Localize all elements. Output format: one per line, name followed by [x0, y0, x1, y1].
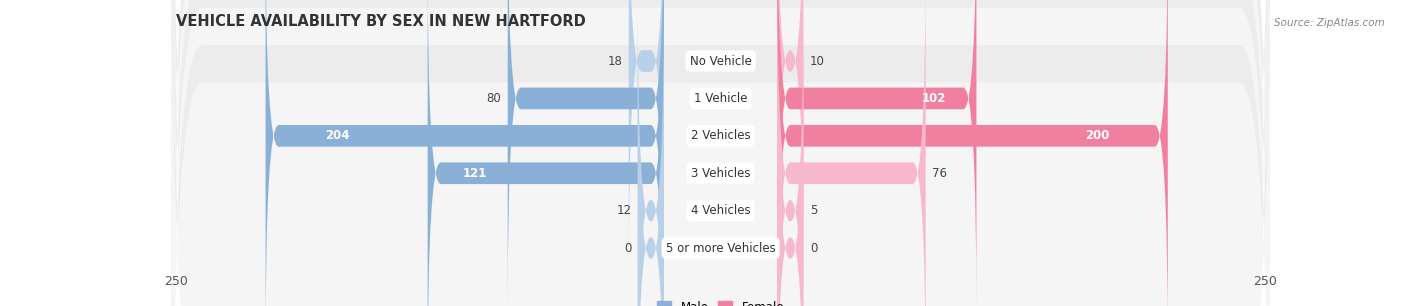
Text: 2 Vehicles: 2 Vehicles	[690, 129, 751, 142]
FancyBboxPatch shape	[508, 0, 664, 306]
FancyBboxPatch shape	[638, 0, 664, 306]
FancyBboxPatch shape	[172, 0, 1270, 306]
Text: 12: 12	[616, 204, 631, 217]
Text: 3 Vehicles: 3 Vehicles	[690, 167, 751, 180]
Legend: Male, Female: Male, Female	[652, 296, 789, 306]
FancyBboxPatch shape	[172, 0, 1270, 306]
FancyBboxPatch shape	[427, 0, 664, 306]
Text: Source: ZipAtlas.com: Source: ZipAtlas.com	[1274, 18, 1385, 28]
Text: 1 Vehicle: 1 Vehicle	[693, 92, 748, 105]
FancyBboxPatch shape	[778, 0, 803, 306]
Text: 200: 200	[1085, 129, 1109, 142]
Text: 76: 76	[932, 167, 948, 180]
FancyBboxPatch shape	[778, 0, 925, 306]
Text: 80: 80	[486, 92, 501, 105]
Text: VEHICLE AVAILABILITY BY SEX IN NEW HARTFORD: VEHICLE AVAILABILITY BY SEX IN NEW HARTF…	[176, 13, 585, 28]
Text: 204: 204	[325, 129, 350, 142]
Text: 5 or more Vehicles: 5 or more Vehicles	[665, 241, 776, 255]
FancyBboxPatch shape	[172, 0, 1270, 306]
Text: 121: 121	[463, 167, 488, 180]
Text: 0: 0	[810, 241, 817, 255]
Text: 10: 10	[810, 54, 825, 68]
FancyBboxPatch shape	[778, 0, 976, 306]
FancyBboxPatch shape	[778, 35, 803, 306]
FancyBboxPatch shape	[638, 35, 664, 306]
Text: 0: 0	[624, 241, 631, 255]
Text: 18: 18	[607, 54, 623, 68]
Text: No Vehicle: No Vehicle	[689, 54, 752, 68]
Text: 102: 102	[922, 92, 946, 105]
Text: 5: 5	[810, 204, 817, 217]
FancyBboxPatch shape	[266, 0, 664, 306]
FancyBboxPatch shape	[172, 0, 1270, 306]
FancyBboxPatch shape	[172, 0, 1270, 306]
FancyBboxPatch shape	[628, 0, 664, 274]
FancyBboxPatch shape	[778, 0, 1168, 306]
FancyBboxPatch shape	[172, 0, 1270, 306]
Text: 4 Vehicles: 4 Vehicles	[690, 204, 751, 217]
FancyBboxPatch shape	[778, 0, 803, 274]
